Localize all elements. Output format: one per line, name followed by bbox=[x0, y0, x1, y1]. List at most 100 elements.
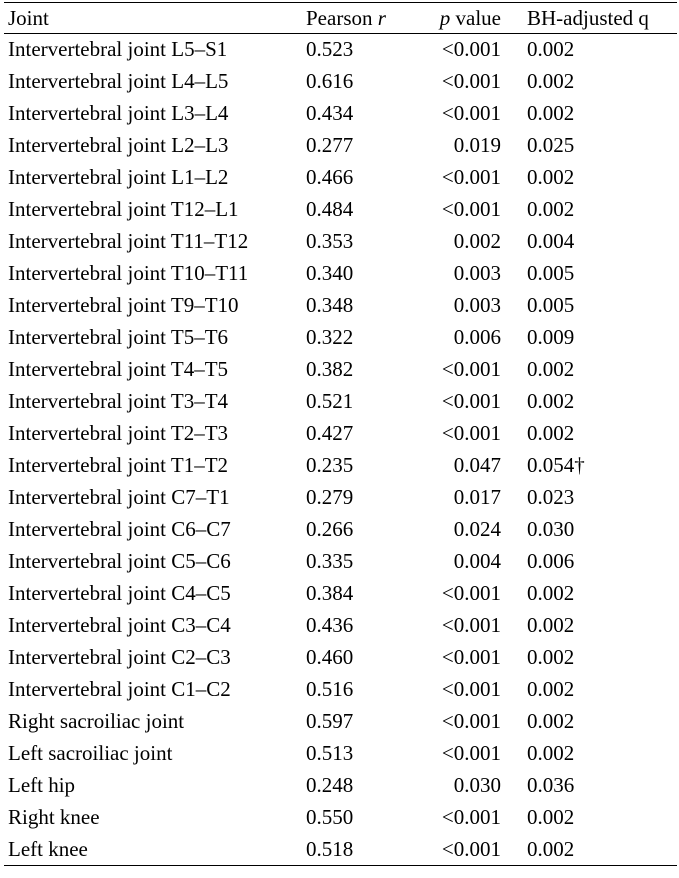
table-cell: Intervertebral joint T4–T5 bbox=[8, 357, 229, 381]
table-cell: 0.017 bbox=[453, 485, 501, 509]
table-cell: Intervertebral joint T3–T4 bbox=[8, 389, 229, 413]
table-cell: 0.002 bbox=[527, 421, 575, 445]
results-table: Joint Pearson r p value BH-adjusted q In… bbox=[4, 2, 677, 866]
table-cell: 0.002 bbox=[527, 836, 575, 861]
table-cell: <0.001 bbox=[441, 645, 501, 669]
header-text: BH-adjusted q bbox=[527, 5, 649, 30]
table-cell: 0.003 bbox=[453, 261, 501, 285]
table-cell: 0.019 bbox=[453, 133, 501, 157]
table-cell: Intervertebral joint T2–T3 bbox=[8, 421, 229, 445]
table-cell: <0.001 bbox=[441, 357, 501, 381]
table-row: Right knee 0.550 <0.001 0.002 bbox=[4, 802, 677, 834]
table-cell: Left sacroiliac joint bbox=[8, 741, 173, 765]
table-cell: Left knee bbox=[8, 836, 88, 861]
table-cell: 0.382 bbox=[306, 357, 354, 381]
table-cell: 0.002 bbox=[527, 741, 575, 765]
table-cell: Intervertebral joint C3–C4 bbox=[8, 613, 231, 637]
table-cell: 0.002 bbox=[527, 613, 575, 637]
table-row: Intervertebral joint T10–T11 0.340 0.003 0.… bbox=[4, 258, 677, 290]
table-cell: 0.002 bbox=[527, 645, 575, 669]
table-cell: 0.523 bbox=[306, 37, 354, 62]
table-cell: 0.002 bbox=[527, 805, 575, 829]
table-cell: <0.001 bbox=[441, 709, 501, 733]
table-row: Intervertebral joint L3–L4 0.434 <0.001 0.0… bbox=[4, 98, 677, 130]
header-cell: Pearson r bbox=[304, 3, 416, 34]
table-header: Joint Pearson r p value BH-adjusted q bbox=[4, 2, 677, 34]
table-cell: 0.002 bbox=[527, 709, 575, 733]
table-cell: <0.001 bbox=[441, 389, 501, 413]
table-row: Intervertebral joint T1–T2 0.235 0.047 0.05… bbox=[4, 450, 677, 482]
table-cell: 0.434 bbox=[306, 101, 354, 125]
header-cell: BH-adjusted q bbox=[513, 3, 677, 34]
table-cell: Intervertebral joint L2–L3 bbox=[8, 133, 229, 157]
table-cell: 0.036 bbox=[527, 773, 575, 797]
table-row: Intervertebral joint C3–C4 0.436 <0.001 0.0… bbox=[4, 610, 677, 642]
table-cell: Intervertebral joint C7–T1 bbox=[8, 485, 230, 509]
table-cell: 0.002 bbox=[527, 581, 575, 605]
table-cell: <0.001 bbox=[441, 421, 501, 445]
table-cell: 0.003 bbox=[453, 293, 501, 317]
table-cell: 0.004 bbox=[453, 549, 501, 573]
table-cell: 0.030 bbox=[527, 517, 575, 541]
table-row: Left knee 0.518 <0.001 0.002 bbox=[4, 834, 677, 866]
table-cell: 0.597 bbox=[306, 709, 354, 733]
table-cell: <0.001 bbox=[441, 69, 501, 93]
table-cell: 0.002 bbox=[527, 389, 575, 413]
table-row: Intervertebral joint T12–L1 0.484 <0.001 0.… bbox=[4, 194, 677, 226]
table-cell: 0.002 bbox=[527, 69, 575, 93]
table-row: Intervertebral joint T11–T12 0.353 0.002 0.… bbox=[4, 226, 677, 258]
table-row: Intervertebral joint C7–T1 0.279 0.017 0.02… bbox=[4, 482, 677, 514]
table-cell: 0.002 bbox=[527, 165, 575, 189]
table-cell: 0.002 bbox=[527, 677, 575, 701]
table-cell: 0.521 bbox=[306, 389, 354, 413]
table-cell: 0.005 bbox=[527, 261, 575, 285]
table-cell: Left hip bbox=[8, 773, 76, 797]
table-cell: 0.513 bbox=[306, 741, 354, 765]
header-cell: Joint bbox=[4, 3, 304, 34]
table-cell: <0.001 bbox=[441, 37, 501, 62]
table-cell: 0.024 bbox=[453, 517, 501, 541]
table-cell: Intervertebral joint L5–S1 bbox=[8, 37, 228, 62]
table-cell: 0.235 bbox=[306, 453, 354, 477]
table-cell: <0.001 bbox=[441, 101, 501, 125]
table-cell: 0.340 bbox=[306, 261, 354, 285]
table-row: Left sacroiliac joint 0.513 <0.001 0.002 bbox=[4, 738, 677, 770]
table-cell: <0.001 bbox=[441, 165, 501, 189]
table-cell: 0.335 bbox=[306, 549, 354, 573]
table-cell: 0.322 bbox=[306, 325, 354, 349]
table-cell: 0.518 bbox=[306, 836, 354, 861]
table-row: Intervertebral joint L1–L2 0.466 <0.001 0.0… bbox=[4, 162, 677, 194]
table-cell: <0.001 bbox=[441, 581, 501, 605]
table-cell: <0.001 bbox=[441, 741, 501, 765]
table-cell: Intervertebral joint C2–C3 bbox=[8, 645, 231, 669]
table-cell: Intervertebral joint T1–T2 bbox=[8, 453, 229, 477]
header-text: p bbox=[439, 5, 451, 30]
table-row: Intervertebral joint C5–C6 0.335 0.004 0.00… bbox=[4, 546, 677, 578]
table-cell: Intervertebral joint T12–L1 bbox=[8, 197, 239, 221]
table-cell: <0.001 bbox=[441, 677, 501, 701]
table-cell: 0.006 bbox=[527, 549, 575, 573]
table-cell: Intervertebral joint C5–C6 bbox=[8, 549, 231, 573]
table-cell: Right sacroiliac joint bbox=[8, 709, 185, 733]
table-cell: 0.348 bbox=[306, 293, 354, 317]
table-row: Intervertebral joint T5–T6 0.322 0.006 0.00… bbox=[4, 322, 677, 354]
table-row: Intervertebral joint L5–S1 0.523 <0.001 0.0… bbox=[4, 34, 677, 66]
table-cell: Intervertebral joint L4–L5 bbox=[8, 69, 229, 93]
table-cell: Intervertebral joint L3–L4 bbox=[8, 101, 229, 125]
table-cell: 0.277 bbox=[306, 133, 354, 157]
table-cell: 0.002 bbox=[527, 357, 575, 381]
table-cell: Right knee bbox=[8, 805, 100, 829]
table-cell: 0.266 bbox=[306, 517, 354, 541]
table-cell: 0.006 bbox=[453, 325, 501, 349]
table-cell: 0.054† bbox=[527, 453, 585, 477]
table-cell: 0.009 bbox=[527, 325, 575, 349]
table-cell: 0.047 bbox=[453, 453, 501, 477]
table-cell: 0.023 bbox=[527, 485, 575, 509]
table-cell: 0.248 bbox=[306, 773, 354, 797]
table-cell: 0.002 bbox=[453, 229, 501, 253]
table-row: Intervertebral joint L4–L5 0.616 <0.001 0.0… bbox=[4, 66, 677, 98]
table-cell: <0.001 bbox=[441, 197, 501, 221]
table-cell: 0.005 bbox=[527, 293, 575, 317]
table-row: Intervertebral joint T3–T4 0.521 <0.001 0.0… bbox=[4, 386, 677, 418]
